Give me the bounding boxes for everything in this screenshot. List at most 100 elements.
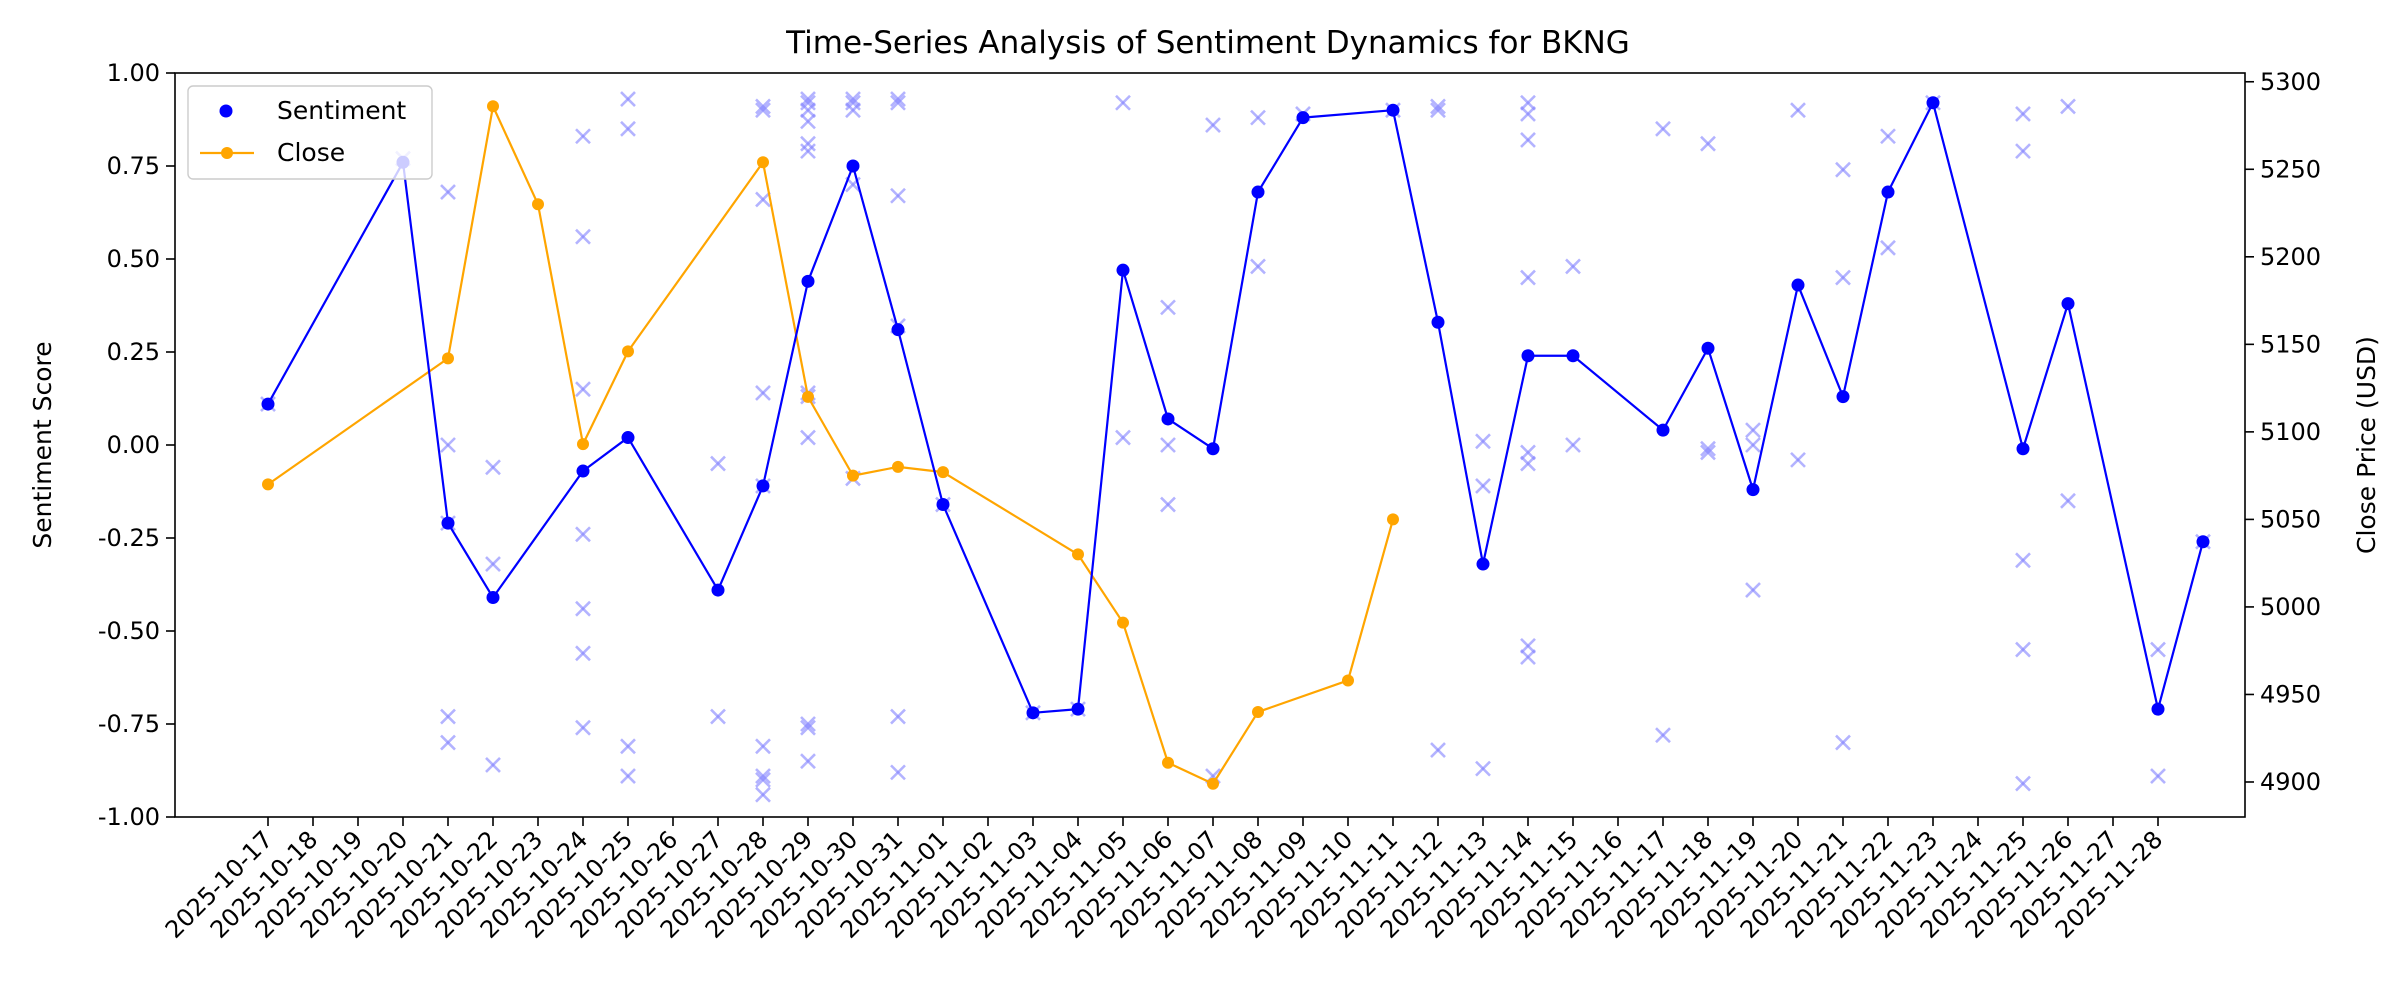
- sentiment-x-marker: [575, 381, 591, 398]
- x-axis: 2025-10-172025-10-182025-10-192025-10-20…: [160, 817, 2168, 944]
- x-marker-stroke: [1790, 102, 1806, 119]
- sentiment-x-marker: [1205, 117, 1221, 133]
- sentiment-x-marker: [620, 768, 636, 784]
- sentiment-line: [267, 101, 2205, 714]
- sentiment-point: [1071, 702, 1085, 716]
- legend-sentiment-marker: [219, 104, 233, 118]
- close-point: [1387, 513, 1399, 526]
- sentiment-x-marker: [1430, 102, 1446, 119]
- x-marker-stroke: [440, 184, 456, 200]
- sentiment-x-marker: [2015, 641, 2031, 658]
- x-marker-stroke: [1745, 437, 1761, 453]
- sentiment-point: [846, 159, 860, 173]
- y2-tick-label: 5200: [2260, 243, 2321, 271]
- sentiment-point: [1881, 185, 1895, 199]
- sentiment-x-marker: [575, 128, 591, 145]
- y-tick-label: 0.00: [107, 431, 160, 459]
- sentiment-point: [1926, 96, 1940, 110]
- sentiment-point: [441, 516, 455, 530]
- sentiment-x-marker: [1790, 102, 1806, 119]
- sentiment-x-marker: [1160, 496, 1176, 513]
- y-tick-label: 0.25: [107, 338, 160, 366]
- sentiment-x-marker: [800, 113, 816, 130]
- x-marker-stroke: [800, 94, 816, 111]
- x-marker-stroke: [2060, 492, 2076, 509]
- y-tick-label: -0.50: [98, 617, 160, 645]
- x-marker-stroke: [2015, 641, 2031, 658]
- close-point: [622, 345, 634, 358]
- sentiment-x-marker: [1475, 433, 1491, 450]
- x-marker-stroke: [1700, 135, 1716, 152]
- x-marker-stroke: [440, 734, 456, 751]
- x-marker-stroke: [620, 120, 636, 137]
- x-marker-stroke: [1745, 422, 1761, 439]
- close-point: [487, 100, 499, 113]
- sentiment-x-marker: [620, 91, 636, 107]
- sentiment-x-marker: [890, 764, 906, 781]
- sentiment-x-marker: [1475, 478, 1491, 494]
- sentiment-x-marker: [575, 228, 591, 245]
- sentiment-x-marker: [800, 94, 816, 111]
- x-marker-stroke: [1790, 451, 1806, 468]
- sentiment-point: [261, 397, 275, 411]
- x-marker-stroke: [1160, 437, 1176, 453]
- x-marker-stroke: [2060, 98, 2076, 115]
- sentiment-x-marker: [485, 757, 501, 773]
- x-marker-stroke: [1520, 455, 1536, 472]
- x-marker-stroke: [1565, 258, 1581, 275]
- x-marker-stroke: [1475, 433, 1491, 450]
- x-marker-stroke: [890, 764, 906, 781]
- sentiment-x-marker: [620, 738, 636, 755]
- x-marker-stroke: [1655, 727, 1671, 744]
- sentiment-x-marker: [755, 738, 771, 755]
- x-marker-stroke: [755, 786, 771, 803]
- legend-close-marker: [221, 147, 233, 159]
- x-marker-stroke: [890, 708, 906, 725]
- sentiment-x-marker: [1700, 135, 1716, 152]
- y2-tick-label: 4900: [2260, 768, 2321, 796]
- sentiment-x-marker: [845, 94, 861, 111]
- legend-close-label: Close: [277, 138, 345, 167]
- x-marker-stroke: [1565, 437, 1581, 453]
- sentiment-point: [1476, 557, 1490, 571]
- x-marker-stroke: [1250, 258, 1266, 275]
- x-marker-stroke: [575, 719, 591, 736]
- x-marker-stroke: [620, 91, 636, 107]
- sentiment-x-marker: [2015, 552, 2031, 569]
- x-marker-stroke: [1475, 478, 1491, 494]
- sentiment-point: [621, 431, 635, 445]
- x-marker-stroke: [890, 94, 906, 111]
- x-marker-stroke: [620, 768, 636, 784]
- sentiment-point: [1701, 341, 1715, 355]
- y2-axis-label: Close Price (USD): [2352, 336, 2381, 554]
- sentiment-x-marker: [755, 191, 771, 208]
- sentiment-x-marker: [800, 429, 816, 446]
- sentiment-x-marker: [755, 385, 771, 401]
- sentiment-x-marker: [800, 135, 816, 152]
- x-marker-stroke: [575, 128, 591, 145]
- sentiment-x-marker: [755, 786, 771, 803]
- sentiment-x-marker: [1745, 422, 1761, 439]
- x-marker-stroke: [575, 381, 591, 398]
- sentiment-x-marker: [710, 708, 726, 725]
- sentiment-point: [1656, 423, 1670, 437]
- sentiment-point: [936, 498, 950, 512]
- x-marker-stroke: [1520, 132, 1536, 148]
- close-point: [442, 352, 454, 365]
- x-marker-stroke: [575, 600, 591, 617]
- sentiment-x-marker: [755, 771, 771, 788]
- x-marker-stroke: [1430, 98, 1446, 115]
- x-marker-stroke: [1520, 106, 1536, 122]
- sentiment-x-marker: [1655, 120, 1671, 137]
- y-axis-label: Sentiment Score: [28, 341, 57, 548]
- sentiment-x-marker: [575, 719, 591, 736]
- sentiment-x-marker: [1250, 258, 1266, 275]
- x-marker-stroke: [1835, 734, 1851, 751]
- sentiment-x-marker: [1655, 727, 1671, 744]
- x-marker-stroke: [440, 437, 456, 453]
- sentiment-point: [486, 591, 500, 605]
- sentiment-x-marker: [800, 143, 816, 160]
- x-marker-stroke: [710, 455, 726, 472]
- sentiment-point: [1116, 263, 1130, 277]
- x-marker-stroke: [575, 228, 591, 245]
